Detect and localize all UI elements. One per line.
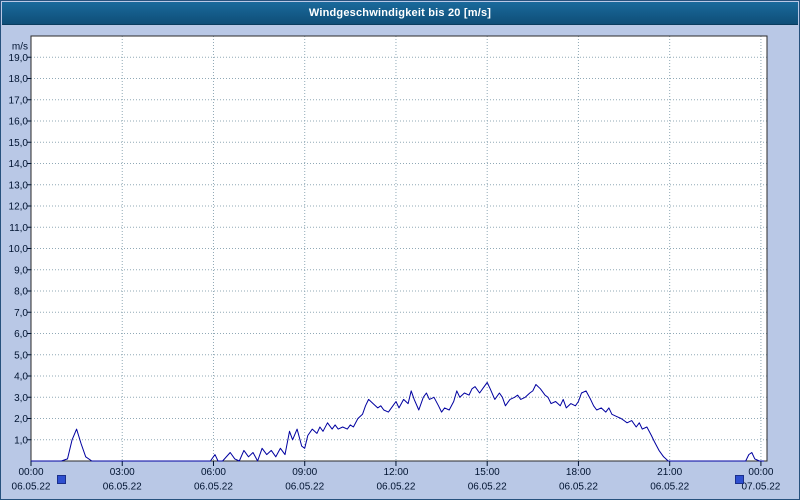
svg-text:10,0: 10,0 [9,244,29,255]
range-handle-right[interactable] [735,475,744,484]
svg-text:11,0: 11,0 [9,223,28,234]
svg-text:07.05.22: 07.05.22 [741,482,780,493]
svg-text:06.05.22: 06.05.22 [103,482,142,493]
svg-text:00:00: 00:00 [748,467,773,478]
svg-text:06.05.22: 06.05.22 [376,482,415,493]
svg-text:06.05.22: 06.05.22 [12,482,51,493]
wind-speed-chart: 1,0 2,0 3,0 4,0 5,0 6,0 7,0 8,0 9,0 10,0 11,0 12,0 1… [9,35,781,493]
svg-text:09:00: 09:00 [292,467,317,478]
chart-title-bar: Windgeschwindigkeit bis 20 [m/s] [2,2,798,25]
svg-text:5,0: 5,0 [14,350,28,361]
svg-text:06.05.22: 06.05.22 [285,482,324,493]
grid-layer [31,36,767,461]
svg-text:00:00: 00:00 [18,467,43,478]
svg-text:7,0: 7,0 [14,308,28,319]
series-line [31,381,764,462]
svg-text:8,0: 8,0 [14,287,28,298]
svg-text:4,0: 4,0 [14,372,28,383]
svg-text:18,0: 18,0 [9,74,29,85]
svg-text:6,0: 6,0 [14,329,28,340]
svg-text:16,0: 16,0 [9,117,29,128]
svg-text:06.05.22: 06.05.22 [559,482,598,493]
x-axis-labels: 00:00 06.05.22 03:00 06.05.22 06:00 06.05.22 0… [12,461,781,493]
svg-text:15:00: 15:00 [475,467,500,478]
y-axis-unit-label: m/s [12,42,28,53]
svg-text:15,0: 15,0 [9,138,29,149]
svg-text:17,0: 17,0 [9,95,29,106]
svg-text:06.05.22: 06.05.22 [650,482,689,493]
svg-text:13,0: 13,0 [9,180,29,191]
svg-text:3,0: 3,0 [14,393,28,404]
svg-text:18:00: 18:00 [566,467,591,478]
svg-text:9,0: 9,0 [14,265,28,276]
svg-text:1,0: 1,0 [14,435,28,446]
svg-text:19,0: 19,0 [9,53,29,64]
svg-text:21:00: 21:00 [657,467,682,478]
svg-text:06:00: 06:00 [201,467,226,478]
svg-text:06.05.22: 06.05.22 [194,482,233,493]
svg-text:14,0: 14,0 [9,159,29,170]
svg-text:03:00: 03:00 [110,467,135,478]
svg-text:12:00: 12:00 [383,467,408,478]
range-handle-left[interactable] [57,475,66,484]
chart-title: Windgeschwindigkeit bis 20 [m/s] [308,7,492,19]
svg-text:06.05.22: 06.05.22 [468,482,507,493]
plot-area [31,36,767,461]
y-axis-labels: 1,0 2,0 3,0 4,0 5,0 6,0 7,0 8,0 9,0 10,0 11,0 12,0 1… [9,42,31,446]
svg-text:2,0: 2,0 [14,414,28,425]
svg-text:12,0: 12,0 [9,202,29,213]
